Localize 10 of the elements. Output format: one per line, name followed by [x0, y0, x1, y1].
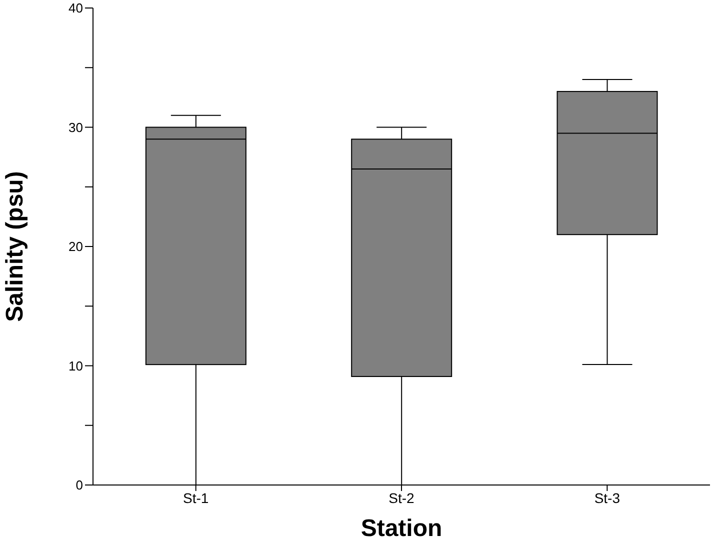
x-axis-title: Station: [360, 515, 442, 542]
y-axis-title: Salinity (psu): [2, 171, 29, 322]
y-tick-label: 0: [76, 478, 83, 493]
y-tick-label: 40: [68, 0, 83, 16]
x-tick-label: St-3: [594, 490, 620, 506]
y-tick-label: 30: [68, 120, 83, 135]
y-tick-label: 20: [68, 239, 83, 254]
y-tick-label: 10: [68, 358, 83, 374]
x-tick-label: St-2: [388, 490, 415, 506]
x-tick-label: St-1: [182, 490, 209, 506]
